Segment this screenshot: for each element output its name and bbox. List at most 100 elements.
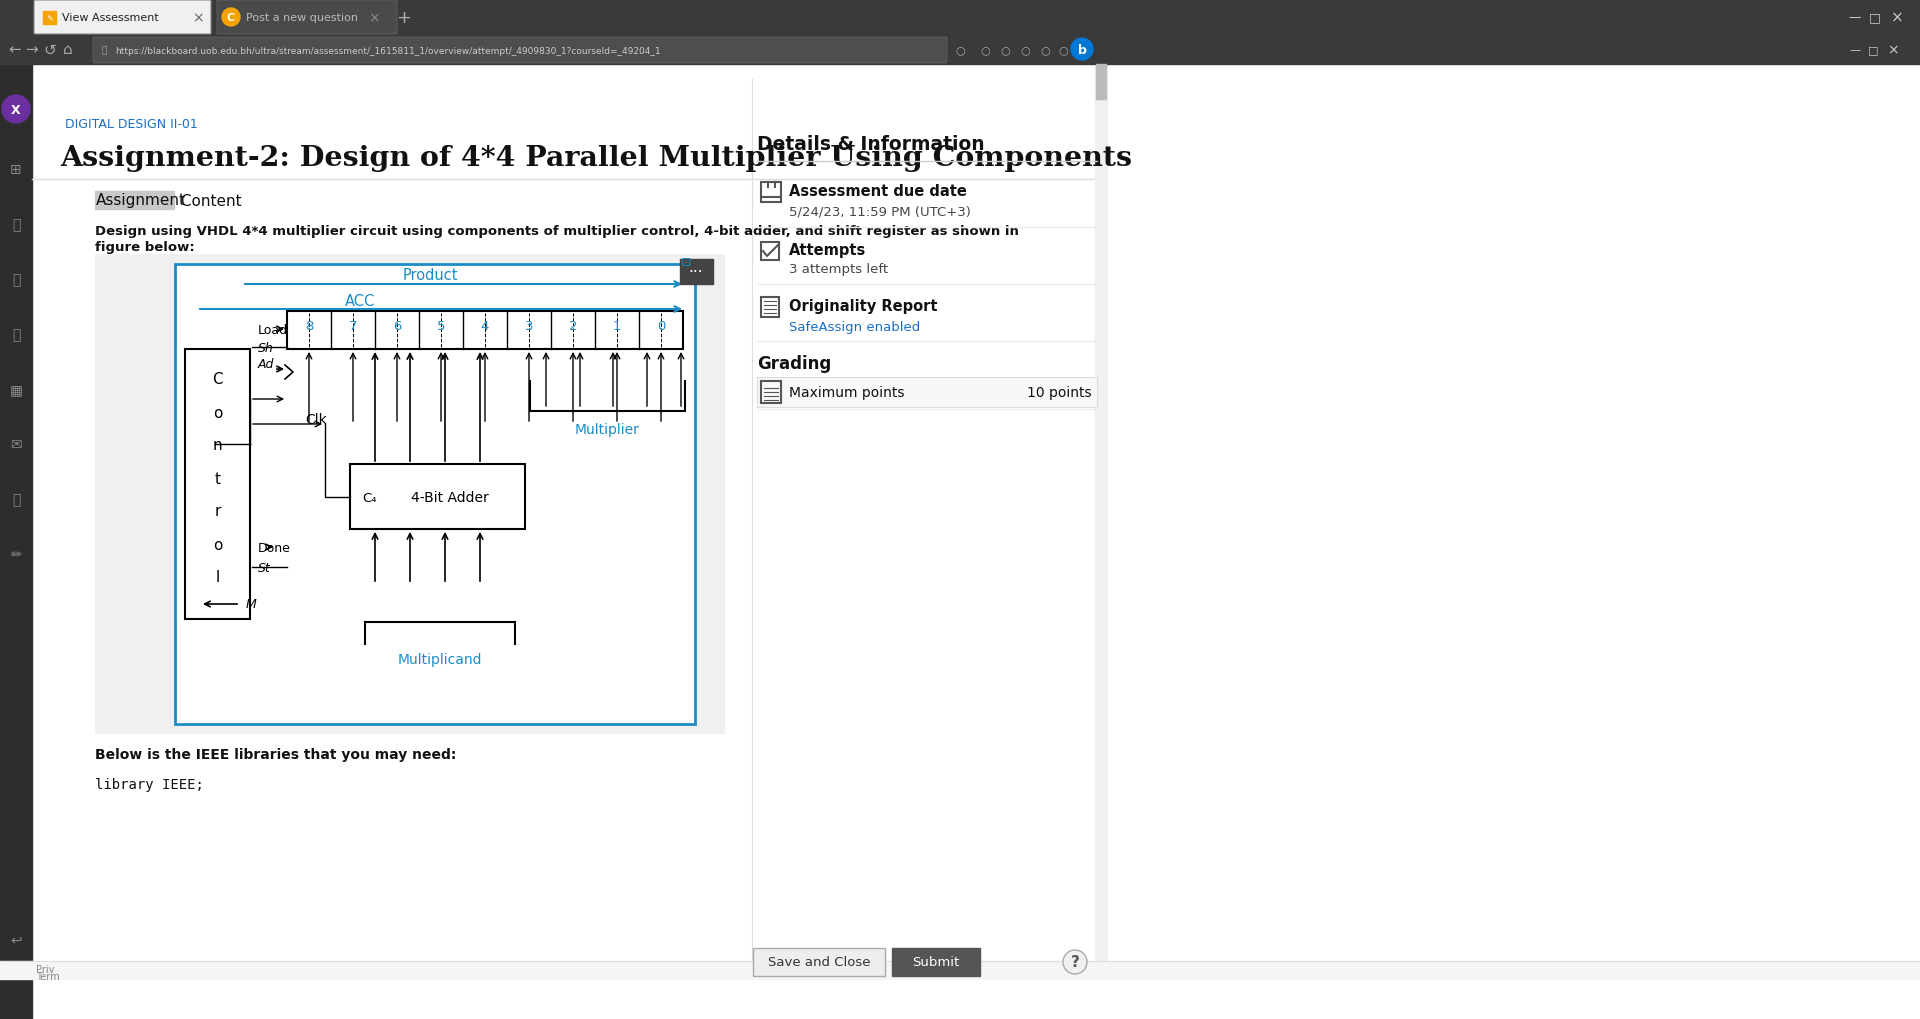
Bar [1094, 65, 1108, 964]
Text: 📅: 📅 [12, 328, 21, 341]
Text: Load: Load [257, 323, 288, 336]
Text: View Assessment: View Assessment [61, 13, 159, 23]
Text: ▦: ▦ [10, 382, 23, 396]
Circle shape [2, 96, 31, 124]
Text: C: C [213, 372, 223, 387]
Text: 1: 1 [612, 320, 622, 333]
Text: 👤: 👤 [12, 218, 21, 231]
Text: M: M [246, 598, 257, 611]
Text: ○: ○ [1000, 45, 1010, 55]
Text: ✉: ✉ [10, 437, 21, 451]
Bar [760, 298, 780, 318]
Text: Assignment-2: Design of 4*4 Parallel Multiplier Using Components: Assignment-2: Design of 4*4 Parallel Mul… [60, 145, 1133, 171]
Text: o: o [213, 406, 223, 420]
Bar [760, 243, 780, 261]
Bar [42, 12, 56, 25]
Text: →: → [25, 43, 38, 57]
Text: t: t [215, 471, 221, 486]
Text: ○: ○ [1041, 45, 1050, 55]
Bar [349, 465, 524, 530]
Text: Clk: Clk [305, 413, 326, 427]
Text: 3: 3 [524, 320, 534, 333]
Text: Assessment due date: Assessment due date [789, 184, 968, 200]
Text: 2: 2 [568, 320, 578, 333]
Text: ⌂: ⌂ [63, 43, 73, 57]
Text: n: n [213, 438, 223, 453]
Text: Design using VHDL 4*4 multiplier circuit using components of multiplier control,: Design using VHDL 4*4 multiplier circuit… [94, 224, 1020, 237]
Text: 🌐: 🌐 [12, 273, 21, 286]
Text: Assignment: Assignment [96, 194, 186, 208]
Text: ×: × [1891, 10, 1903, 25]
Circle shape [223, 9, 240, 26]
Text: C₄: C₄ [363, 491, 376, 504]
Text: o: o [213, 537, 223, 552]
Bar [0, 961, 1920, 979]
Bar [753, 948, 885, 976]
Text: 5/24/23, 11:59 PM (UTC+3): 5/24/23, 11:59 PM (UTC+3) [789, 205, 972, 218]
Text: https://blackboard.uob.edu.bh/ultra/stream/assessment/_1615811_1/overview/attemp: https://blackboard.uob.edu.bh/ultra/stre… [115, 47, 660, 55]
Text: DIGITAL DESIGN II-01: DIGITAL DESIGN II-01 [65, 118, 198, 131]
Text: SafeAssign enabled: SafeAssign enabled [789, 320, 920, 333]
Text: Originality Report: Originality Report [789, 300, 937, 314]
Text: r: r [215, 504, 221, 519]
Text: 7: 7 [349, 320, 357, 333]
Bar [893, 948, 979, 976]
Bar [760, 382, 781, 404]
Bar [175, 265, 695, 725]
Text: Save and Close: Save and Close [768, 956, 870, 968]
Text: library IEEE;: library IEEE; [94, 777, 204, 791]
Text: Multiplier: Multiplier [574, 423, 639, 436]
FancyBboxPatch shape [35, 1, 211, 35]
Bar [0, 35, 1920, 65]
Text: 3 attempts left: 3 attempts left [789, 263, 889, 276]
Text: Submit: Submit [912, 956, 960, 968]
Text: C: C [227, 13, 234, 23]
Text: 4-Bit Adder: 4-Bit Adder [411, 490, 490, 504]
Text: X: X [12, 103, 21, 116]
Text: ○: ○ [1058, 45, 1068, 55]
Text: Attempts: Attempts [789, 243, 866, 257]
Text: Done: Done [257, 541, 290, 554]
Text: Multiplicand: Multiplicand [397, 652, 482, 666]
Text: 5: 5 [436, 320, 445, 333]
Text: ↺: ↺ [44, 43, 56, 57]
Bar [0, 0, 1920, 35]
Text: ×: × [1887, 43, 1899, 57]
Text: ?: ? [1071, 955, 1079, 969]
Text: Ad: Ad [257, 358, 275, 371]
Text: ←: ← [8, 43, 21, 57]
Bar [184, 350, 250, 620]
Text: □: □ [1868, 45, 1878, 55]
Bar [1096, 65, 1106, 100]
Text: ⊞: ⊞ [10, 163, 21, 177]
Text: Post a new question: Post a new question [246, 13, 357, 23]
Bar [94, 192, 175, 210]
Text: ↩: ↩ [10, 932, 21, 946]
Text: —: — [1849, 45, 1860, 55]
Circle shape [1064, 950, 1087, 974]
FancyBboxPatch shape [92, 38, 947, 64]
FancyBboxPatch shape [217, 1, 397, 35]
Text: +: + [397, 9, 411, 26]
Bar [760, 182, 781, 203]
Bar [0, 65, 33, 1019]
Bar [94, 255, 726, 735]
Text: Sh: Sh [257, 341, 275, 355]
Text: ○: ○ [954, 45, 966, 55]
Text: figure below:: figure below: [94, 242, 194, 255]
Text: ACC: ACC [346, 294, 374, 309]
Text: 8: 8 [305, 320, 313, 333]
Text: Priv: Priv [36, 964, 54, 974]
Text: Term: Term [36, 971, 60, 981]
Text: ···: ··· [689, 265, 703, 280]
Text: 🔒: 🔒 [102, 47, 108, 55]
Bar [680, 260, 712, 284]
Text: ⊡: ⊡ [682, 255, 691, 268]
Text: Details & Information: Details & Information [756, 136, 985, 154]
Text: 4: 4 [480, 320, 490, 333]
Text: b: b [1077, 44, 1087, 56]
Text: 📋: 📋 [12, 492, 21, 506]
Text: 0: 0 [657, 320, 664, 333]
Text: l: l [215, 570, 219, 585]
Circle shape [1071, 39, 1092, 61]
